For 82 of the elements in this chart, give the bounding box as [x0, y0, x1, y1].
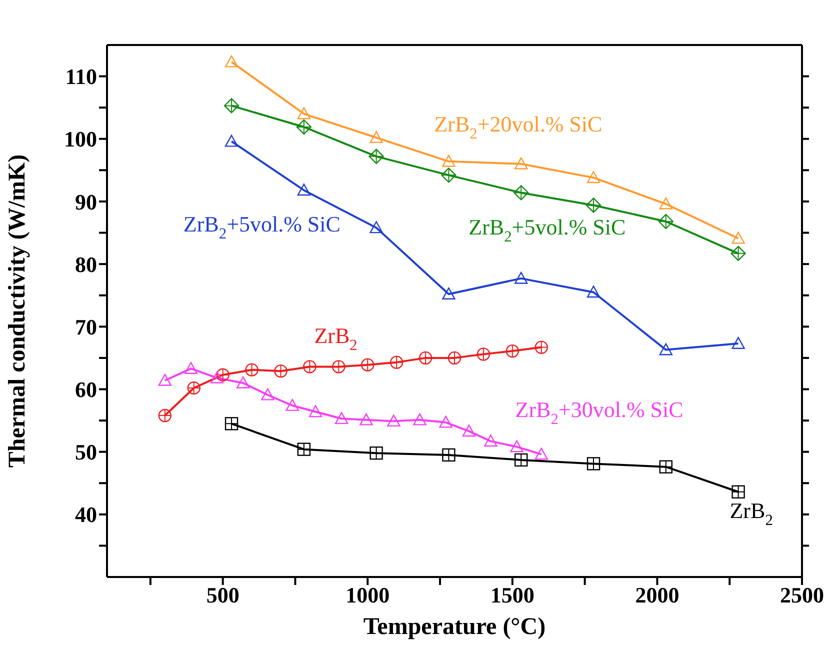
y-tick-label: 50	[75, 440, 97, 465]
x-tick-label: 1500	[490, 582, 534, 608]
point	[586, 286, 600, 298]
x-tick-label: 2000	[635, 582, 680, 608]
point	[534, 448, 548, 460]
point	[514, 453, 528, 467]
point	[534, 340, 548, 354]
point	[462, 424, 476, 437]
annotation: ZrB$_{2}$	[730, 498, 773, 530]
point	[586, 457, 600, 470]
point	[586, 198, 602, 213]
point	[732, 232, 745, 244]
point	[476, 348, 490, 361]
point	[158, 374, 172, 386]
x-tick-label: 1000	[346, 582, 390, 608]
point	[514, 157, 528, 170]
point	[514, 185, 529, 200]
point	[442, 448, 456, 462]
point	[510, 440, 524, 452]
point	[297, 107, 311, 120]
point	[370, 131, 383, 144]
x-axis-title: Temperature (°C)	[363, 614, 546, 640]
point	[658, 214, 674, 230]
x-tick-label: 500	[206, 582, 240, 608]
y-tick-label: 60	[75, 377, 97, 402]
point	[387, 414, 400, 427]
point	[245, 363, 258, 376]
y-tick-label: 40	[75, 502, 97, 528]
point	[224, 134, 238, 147]
annotation: ZrB$_{2}$+5vol.% SiC	[183, 212, 340, 243]
point	[586, 171, 600, 184]
point	[418, 351, 432, 365]
point	[659, 197, 672, 210]
point	[334, 412, 348, 424]
point	[274, 364, 288, 378]
point	[210, 371, 224, 384]
point	[296, 119, 312, 135]
point	[441, 168, 456, 183]
point	[216, 368, 230, 382]
y-axis-title: Thermal conductivity (W/mK)	[4, 154, 31, 468]
point	[442, 288, 456, 300]
point	[184, 362, 198, 374]
point	[303, 360, 316, 374]
point	[361, 358, 374, 372]
y-tick-label: 90	[75, 189, 97, 214]
y-tick-label: 80	[75, 252, 97, 277]
point	[390, 356, 404, 369]
point	[224, 98, 240, 114]
y-tick-label: 110	[65, 64, 97, 90]
annotation: ZrB$_{2}$	[314, 322, 358, 354]
x-tick-label: 2500	[780, 582, 824, 608]
annotation: ZrB$_{2}$+30vol.% SiC	[515, 396, 684, 428]
point	[224, 417, 238, 430]
point	[297, 442, 311, 456]
annotation: ZrB$_{2}$+20vol.% SiC	[434, 111, 602, 142]
point	[730, 246, 746, 262]
y-tick-label: 100	[64, 126, 97, 152]
point	[308, 405, 322, 418]
point	[370, 221, 383, 234]
point	[332, 360, 346, 374]
point	[297, 184, 311, 196]
point	[368, 148, 384, 164]
point	[439, 416, 452, 428]
annotation: ZrB$_{2}$+5vol.% SiC	[468, 214, 626, 246]
point	[224, 55, 238, 68]
point	[286, 398, 299, 411]
point	[413, 413, 426, 426]
point	[187, 381, 200, 395]
point	[360, 413, 373, 426]
point	[158, 408, 172, 422]
point	[506, 344, 520, 358]
point	[514, 272, 528, 284]
point	[732, 336, 745, 349]
point	[659, 460, 672, 474]
y-tick-label: 70	[75, 314, 97, 340]
point	[732, 485, 745, 498]
point	[442, 154, 456, 167]
point	[659, 343, 672, 356]
point	[448, 351, 462, 365]
point	[261, 388, 274, 400]
point	[484, 434, 498, 447]
point	[236, 376, 250, 388]
